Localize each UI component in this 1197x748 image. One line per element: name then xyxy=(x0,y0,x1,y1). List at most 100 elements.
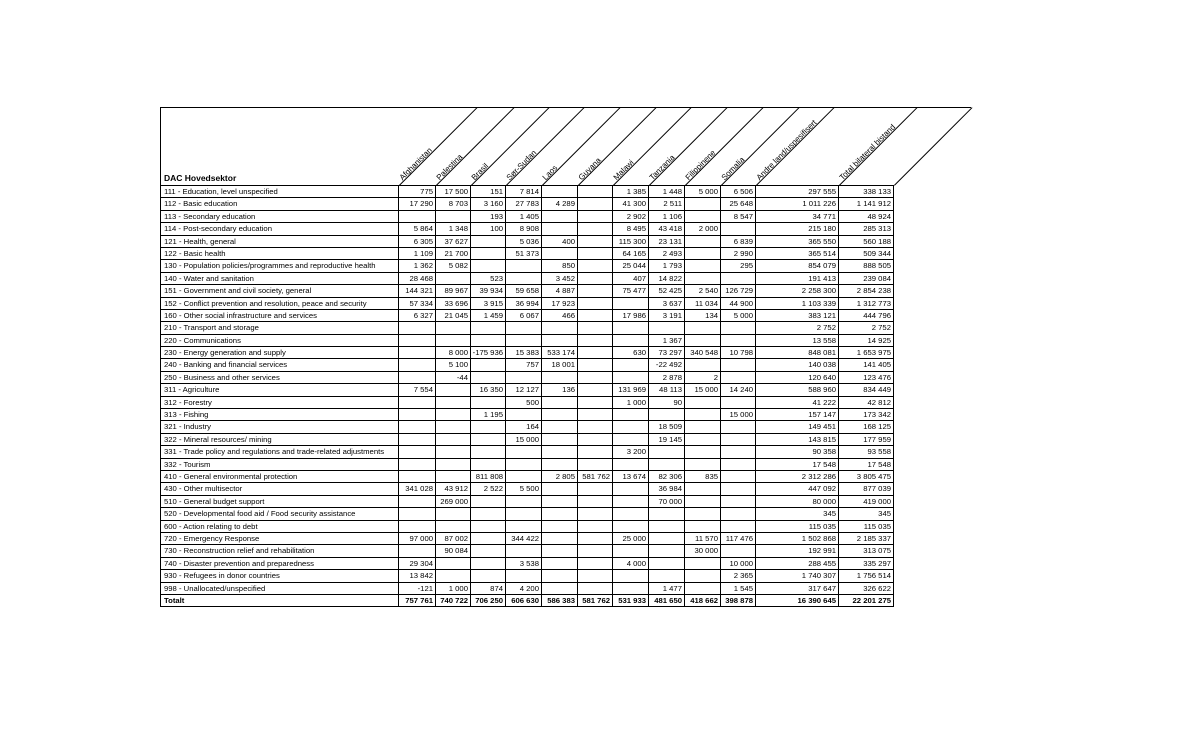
cell-value: 141 405 xyxy=(839,359,894,372)
table-body: 111 - Education, level unspecified 775 17 … xyxy=(160,185,894,608)
cell-value: 1 545 xyxy=(721,582,756,595)
cell-value: 14 240 xyxy=(721,384,756,397)
row-label: 152 - Conflict prevention and resolution… xyxy=(161,297,399,310)
row-label: 740 - Disaster prevention and preparedne… xyxy=(161,557,399,571)
cell-value xyxy=(578,186,613,199)
cell-value xyxy=(542,247,578,261)
table-row: 322 - Mineral resources/ mining 15 000 19 … xyxy=(161,433,894,447)
cell-value: 16 390 645 xyxy=(756,594,839,608)
cell-value: 15 000 xyxy=(721,409,756,422)
cell-value xyxy=(578,272,613,286)
cell-value: 7 554 xyxy=(399,384,436,397)
cell-value: 90 xyxy=(649,396,685,410)
cell-value xyxy=(578,545,613,558)
cell-value: 80 000 xyxy=(756,495,839,509)
cell-value: 3 452 xyxy=(542,272,578,286)
row-label: 250 - Business and other services xyxy=(161,371,399,385)
cell-value xyxy=(685,272,721,286)
cell-value xyxy=(542,495,578,509)
column-header: Laos xyxy=(540,163,560,182)
cell-value xyxy=(649,446,685,459)
cell-value: 586 383 xyxy=(542,594,578,608)
cell-value xyxy=(685,396,721,410)
cell-value: 1 000 xyxy=(613,396,649,410)
cell-value xyxy=(721,272,756,286)
cell-value xyxy=(613,582,649,595)
cell-value xyxy=(578,210,613,224)
cell-value xyxy=(399,545,436,558)
table-row: 510 - General budget support 269 000 70 00… xyxy=(161,495,894,509)
cell-value xyxy=(471,235,506,248)
table-row: 112 - Basic education 17 290 8 703 3 160 27 … xyxy=(161,198,894,211)
cell-value xyxy=(613,545,649,558)
cell-value: 15 383 xyxy=(506,347,542,360)
cell-value xyxy=(685,210,721,224)
cell-value xyxy=(542,409,578,422)
table-row: 140 - Water and sanitation 28 468 523 3 452… xyxy=(161,272,894,286)
cell-value: 39 934 xyxy=(471,285,506,298)
cell-value: 11 034 xyxy=(685,297,721,310)
cell-value xyxy=(436,322,471,335)
table-row: 740 - Disaster prevention and preparedne… xyxy=(161,557,894,571)
column-header: Somalia xyxy=(719,155,747,182)
cell-value xyxy=(578,483,613,496)
cell-value: 27 783 xyxy=(506,198,542,211)
table-row: 114 - Post-secondary education 5 864 1 348… xyxy=(161,223,894,236)
cell-value xyxy=(578,409,613,422)
cell-value: 48 924 xyxy=(839,210,894,224)
cell-value: 13 842 xyxy=(399,570,436,583)
cell-value: 4 200 xyxy=(506,582,542,595)
cell-value xyxy=(613,359,649,372)
cell-value xyxy=(542,421,578,434)
cell-value: 447 092 xyxy=(756,483,839,496)
cell-value: 191 413 xyxy=(756,272,839,286)
cell-value xyxy=(542,186,578,199)
cell-value xyxy=(578,557,613,571)
cell-value: 115 035 xyxy=(839,520,894,533)
cell-value: 8 703 xyxy=(436,198,471,211)
cell-value: 48 113 xyxy=(649,384,685,397)
cell-value xyxy=(436,470,471,484)
row-label: 520 - Developmental food aid / Food secu… xyxy=(161,508,399,521)
cell-value xyxy=(721,446,756,459)
cell-value: 297 555 xyxy=(756,186,839,199)
row-label: 313 - Fishing xyxy=(161,409,399,422)
cell-value xyxy=(578,260,613,273)
cell-value: 126 729 xyxy=(721,285,756,298)
cell-value xyxy=(399,433,436,447)
cell-value: 1 000 xyxy=(436,582,471,595)
cell-value: 19 145 xyxy=(649,433,685,447)
cell-value xyxy=(685,359,721,372)
cell-value: 2 990 xyxy=(721,247,756,261)
cell-value xyxy=(542,458,578,471)
cell-value: 1 141 912 xyxy=(839,198,894,211)
cell-value xyxy=(506,495,542,509)
cell-value: -44 xyxy=(436,371,471,385)
cell-value: 398 878 xyxy=(721,594,756,608)
cell-value xyxy=(436,210,471,224)
cell-value: 407 xyxy=(613,272,649,286)
cell-value: 134 xyxy=(685,309,721,323)
cell-value xyxy=(471,532,506,546)
cell-value xyxy=(471,570,506,583)
cell-value: 12 127 xyxy=(506,384,542,397)
row-label: 331 - Trade policy and regulations and t… xyxy=(161,446,399,459)
cell-value xyxy=(685,409,721,422)
table-row: 130 - Population policies/programmes and… xyxy=(161,260,894,273)
table-row: 313 - Fishing 1 195 15 000 157 147 173 342 xyxy=(161,409,894,422)
cell-value: 3 637 xyxy=(649,297,685,310)
cell-value xyxy=(471,396,506,410)
cell-value: 269 000 xyxy=(436,495,471,509)
cell-value xyxy=(542,210,578,224)
cell-value xyxy=(613,433,649,447)
cell-value: 120 640 xyxy=(756,371,839,385)
cell-value: 6 839 xyxy=(721,235,756,248)
cell-value xyxy=(578,396,613,410)
cell-value: 365 550 xyxy=(756,235,839,248)
cell-value: 888 505 xyxy=(839,260,894,273)
cell-value: 757 761 xyxy=(399,594,436,608)
row-label: 312 - Forestry xyxy=(161,396,399,410)
cell-value: 500 xyxy=(506,396,542,410)
cell-value xyxy=(685,247,721,261)
cell-value xyxy=(685,557,721,571)
